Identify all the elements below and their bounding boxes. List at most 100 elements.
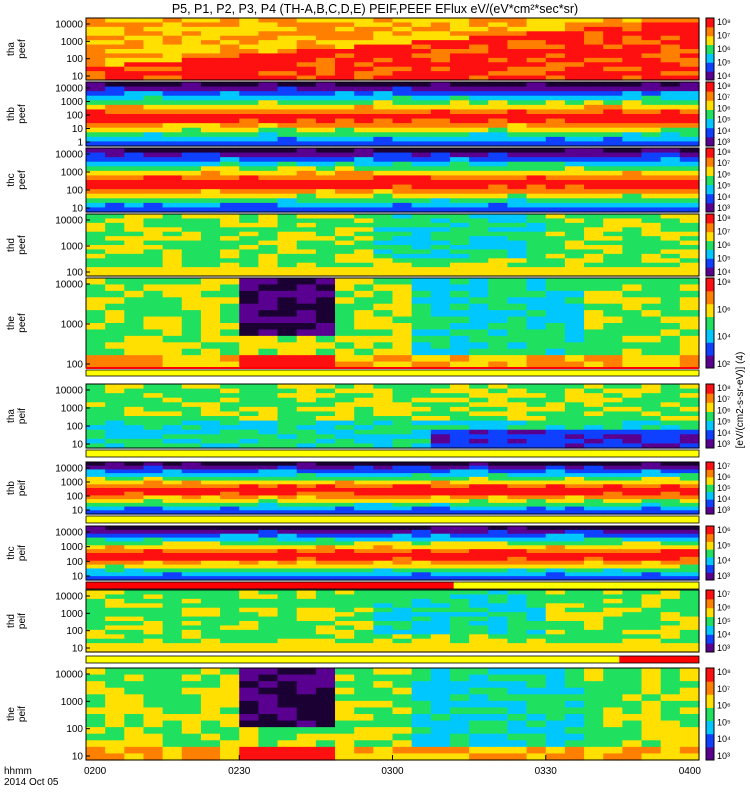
spectrogram-cell [277, 594, 298, 600]
spectrogram-cell [449, 733, 470, 741]
spectrogram-cell [430, 469, 451, 474]
spectrogram-cell [105, 700, 125, 709]
spectrogram-cell [469, 462, 489, 467]
spectrogram-cell [392, 193, 413, 199]
spectrogram-cell [526, 643, 547, 649]
spectrogram-cell [679, 290, 700, 298]
spectrogram-cell [239, 694, 260, 702]
spectrogram-cell [181, 231, 202, 237]
spectrogram-cell [584, 214, 604, 220]
spectrogram-cell [373, 253, 394, 259]
spectrogram-cell [335, 473, 355, 478]
spectrogram-cell [277, 462, 298, 467]
spectrogram-cell [564, 123, 585, 129]
spectrogram-cell [469, 616, 489, 622]
spectrogram-cell [430, 114, 451, 120]
spectrogram-cell [469, 207, 489, 213]
spectrogram-cell [105, 71, 125, 77]
spectrogram-cell [641, 148, 662, 154]
spectrogram-cell [449, 625, 470, 631]
spectrogram-cell [545, 727, 566, 735]
colorbar-tick-label: 10³ [717, 751, 730, 761]
spectrogram-cell [181, 572, 202, 577]
spectrogram-cell [239, 700, 260, 709]
spectrogram-cell [584, 603, 604, 609]
spectrogram-cell [277, 499, 298, 504]
spectrogram-cell [449, 720, 470, 728]
spectrogram-cell [469, 26, 489, 32]
spectrogram-cell [526, 425, 547, 431]
y-tick-label: 100 [66, 186, 83, 197]
spectrogram-cell [641, 95, 662, 101]
spectrogram-cell [584, 82, 604, 88]
spectrogram-cell [507, 71, 528, 77]
spectrogram-cell [181, 598, 202, 604]
colorbar-segment [706, 355, 714, 369]
spectrogram-cell [449, 57, 470, 63]
spectrogram-cell [488, 207, 509, 213]
spectrogram-cell [143, 166, 164, 172]
spectrogram-cell [296, 152, 317, 158]
spectrogram-cell [449, 100, 470, 106]
spectrogram-cell [105, 572, 125, 577]
spectrogram-cell [469, 104, 489, 111]
spectrogram-cell [162, 694, 183, 702]
spectrogram-cell [200, 184, 221, 190]
spectrogram-cell [335, 253, 355, 259]
spectrogram-cell [86, 207, 106, 213]
spectrogram-cell [469, 297, 489, 305]
spectrogram-cell [679, 443, 700, 449]
spectrogram-cell [430, 484, 451, 489]
colorbar-segment [706, 564, 714, 573]
spectrogram-cell [622, 161, 643, 167]
spectrogram-cell [430, 402, 451, 408]
spectrogram-cell [507, 621, 528, 627]
spectrogram-cell [430, 491, 451, 497]
spectrogram-cell [162, 222, 183, 228]
spectrogram-cell [622, 647, 643, 653]
spectrogram-cell [354, 634, 374, 640]
spectrogram-cell [162, 473, 183, 478]
spectrogram-cell [488, 278, 509, 286]
spectrogram-cell [277, 214, 298, 220]
spectrogram-cell [124, 170, 145, 177]
spectrogram-cell [392, 245, 413, 251]
spectrogram-cell [162, 564, 183, 570]
spectrogram-cell [641, 86, 662, 92]
spectrogram-cell [181, 262, 202, 268]
spectrogram-cell [143, 484, 164, 489]
spectrogram-cell [641, 495, 662, 500]
spectrogram-cell [239, 284, 260, 292]
spectrogram-cell [660, 568, 681, 573]
spectrogram-cell [564, 533, 585, 539]
spectrogram-cell [315, 541, 336, 546]
spectrogram-cell [200, 625, 221, 631]
spectrogram-cell [584, 438, 604, 445]
spectrogram-cell [411, 184, 432, 190]
spectrogram-cell [86, 727, 106, 735]
spectrogram-cell [200, 227, 221, 233]
spectrogram-cell [220, 82, 240, 88]
spectrogram-cell [124, 175, 145, 181]
spectrogram-cell [373, 207, 394, 213]
spectrogram-cell [641, 323, 662, 331]
spectrogram-cell [449, 402, 470, 408]
spectrogram-cell [124, 416, 145, 422]
spectrogram-cell [220, 26, 240, 32]
spectrogram-cell [449, 214, 470, 220]
spectrogram-cell [526, 484, 547, 489]
spectrogram-cell [335, 35, 355, 41]
spectrogram-cell [469, 510, 489, 515]
spectrogram-cell [220, 488, 240, 493]
spectrogram-cell [430, 310, 451, 318]
spectrogram-cell [354, 240, 374, 246]
spectrogram-cell [315, 594, 336, 600]
spectrogram-cell [277, 231, 298, 237]
spectrogram-cell [392, 35, 413, 41]
spectrogram-cell [392, 533, 413, 539]
spectrogram-cell [622, 480, 643, 485]
spectrogram-cell [488, 127, 509, 133]
spectrogram-cell [526, 533, 547, 539]
spectrogram-cell [584, 465, 604, 471]
spectrogram-cell [143, 267, 164, 273]
